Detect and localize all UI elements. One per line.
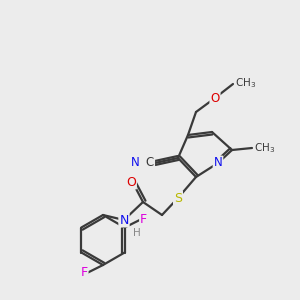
Text: CH$_3$: CH$_3$ <box>235 76 256 90</box>
Text: O: O <box>126 176 136 188</box>
Text: N: N <box>119 214 129 226</box>
Text: S: S <box>174 191 182 205</box>
Text: H: H <box>133 228 141 238</box>
Text: F: F <box>140 213 147 226</box>
Text: C: C <box>146 155 154 169</box>
Text: N: N <box>130 155 140 169</box>
Text: O: O <box>210 92 220 104</box>
Text: CH$_3$: CH$_3$ <box>254 141 275 155</box>
Text: F: F <box>80 266 88 280</box>
Text: N: N <box>214 157 222 169</box>
